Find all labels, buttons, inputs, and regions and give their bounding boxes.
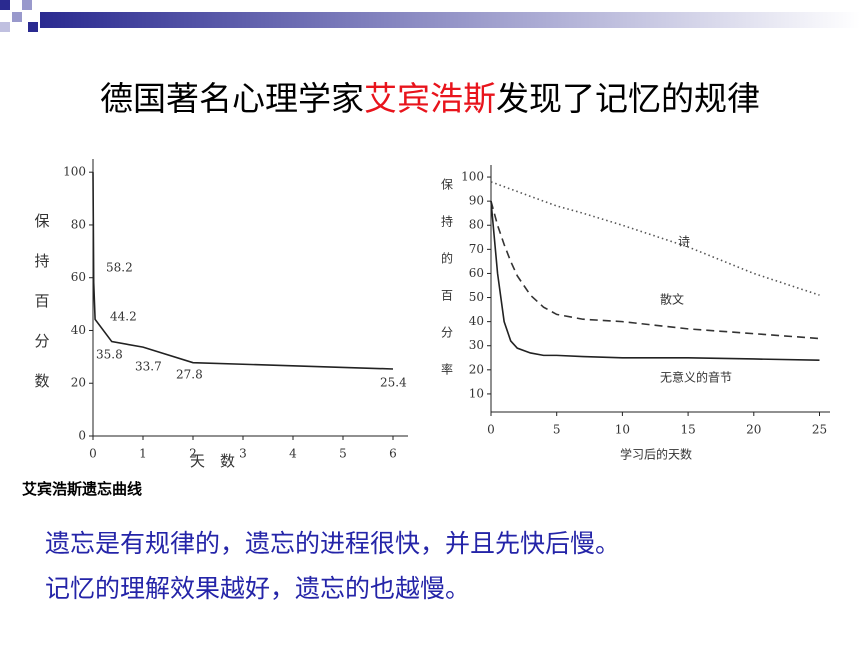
x-tick-label: 20: [746, 423, 761, 437]
x-axis-label: 学习后的天数: [620, 447, 692, 462]
y-tick-label: 20: [469, 362, 484, 376]
x-tick-label: 3: [239, 447, 247, 461]
y-tick-label: 30: [469, 338, 484, 352]
data-label: 35.8: [96, 348, 123, 362]
data-label: 44.2: [110, 310, 137, 324]
series-line: [490, 200, 820, 340]
y-tick-label: 0: [78, 429, 86, 443]
y-axis-label: 持: [441, 214, 453, 229]
y-axis-label: 分: [34, 332, 49, 350]
series-label: 无意义的音节: [660, 370, 732, 385]
data-label: 33.7: [135, 360, 162, 374]
x-tick-label: 5: [339, 447, 347, 461]
y-axis-label: 率: [441, 362, 453, 377]
curve-line: [92, 172, 394, 370]
header-bar: [40, 12, 860, 28]
x-axis-label: 天 数: [190, 452, 235, 470]
y-axis-label: 的: [441, 251, 453, 266]
series-label: 散文: [660, 292, 684, 307]
y-tick-label: 90: [469, 194, 484, 208]
data-label: 58.2: [106, 261, 133, 275]
y-axis-label: 保: [34, 212, 49, 230]
y-tick-label: 40: [71, 323, 86, 337]
y-tick-label: 80: [469, 218, 484, 232]
y-axis-label: 百: [441, 289, 453, 303]
y-tick-label: 10: [469, 386, 484, 400]
y-tick-label: 100: [63, 165, 86, 179]
x-tick-label: 6: [389, 447, 397, 461]
title-highlight: 艾宾浩斯: [364, 79, 496, 118]
y-tick-label: 100: [461, 170, 484, 184]
x-tick-label: 2: [189, 447, 197, 461]
y-tick-label: 40: [469, 314, 484, 328]
y-tick-label: 60: [71, 270, 86, 284]
chart-caption: 艾宾浩斯遗忘曲线: [22, 480, 142, 498]
x-tick-label: 15: [680, 423, 695, 437]
series-line: [490, 181, 820, 296]
data-label: 27.8: [176, 368, 203, 382]
header-squares: [0, 0, 38, 32]
y-tick-label: 60: [469, 266, 484, 280]
y-axis-label: 持: [34, 252, 49, 270]
x-tick-label: 25: [812, 423, 827, 437]
slide-title: 德国著名心理学家艾宾浩斯发现了记忆的规律: [100, 79, 760, 118]
x-tick-label: 4: [289, 447, 297, 461]
y-axis-label: 数: [34, 372, 49, 390]
title-part: 发现了记忆的规律: [496, 79, 760, 118]
x-tick-label: 0: [487, 423, 495, 437]
x-tick-label: 10: [615, 423, 630, 437]
y-axis-label: 分: [441, 326, 453, 340]
body-text: 遗忘是有规律的，遗忘的进程很快，并且先快后慢。: [45, 529, 620, 558]
series-line: [490, 201, 820, 361]
y-axis-label: 保: [441, 178, 453, 192]
series-label: 诗: [678, 235, 690, 249]
title-part: 德国著名心理学家: [100, 79, 364, 118]
body-text: 记忆的理解效果越好，遗忘的也越慢。: [45, 574, 470, 603]
y-tick-label: 50: [469, 290, 484, 304]
y-tick-label: 70: [469, 242, 484, 256]
y-tick-label: 20: [71, 376, 86, 390]
y-tick-label: 80: [71, 217, 86, 231]
x-tick-label: 0: [89, 447, 97, 461]
data-label: 25.4: [380, 376, 407, 390]
x-tick-label: 1: [139, 447, 147, 461]
x-tick-label: 5: [553, 423, 561, 437]
y-axis-label: 百: [34, 292, 49, 310]
